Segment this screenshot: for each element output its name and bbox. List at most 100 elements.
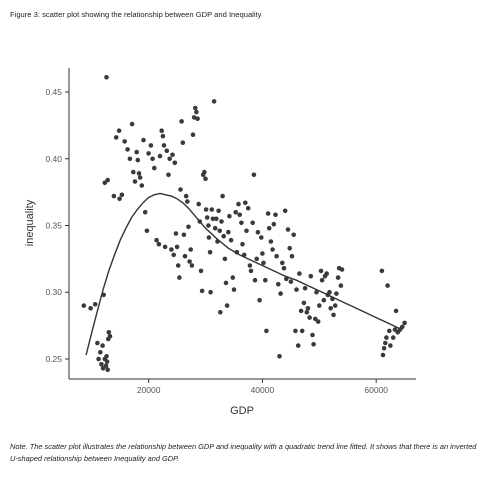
data-point xyxy=(387,328,392,334)
data-point xyxy=(302,285,308,291)
data-point xyxy=(111,193,117,199)
data-point xyxy=(231,287,237,292)
data-point xyxy=(338,283,344,288)
data-point xyxy=(280,260,285,266)
data-point xyxy=(291,232,297,238)
data-point xyxy=(223,280,229,286)
points-layer xyxy=(81,75,407,373)
data-point xyxy=(319,277,325,283)
data-point xyxy=(310,332,315,338)
data-point xyxy=(261,260,266,266)
data-point xyxy=(289,253,295,259)
data-point xyxy=(276,281,281,287)
data-point xyxy=(402,320,407,326)
data-point xyxy=(251,172,257,178)
data-point xyxy=(210,216,216,222)
data-point xyxy=(339,267,345,272)
data-point xyxy=(150,156,155,162)
data-point xyxy=(214,216,219,222)
data-point xyxy=(206,223,211,228)
data-point xyxy=(127,156,133,162)
data-point xyxy=(301,300,307,306)
data-point xyxy=(255,229,261,235)
data-point xyxy=(194,109,199,115)
data-point xyxy=(134,149,139,155)
data-point xyxy=(281,265,287,271)
data-point xyxy=(172,160,178,166)
data-point xyxy=(321,297,327,303)
data-point xyxy=(379,268,385,274)
data-point xyxy=(271,221,277,227)
data-point xyxy=(219,219,224,224)
data-point xyxy=(287,245,293,251)
data-point xyxy=(185,199,190,204)
data-point xyxy=(105,367,110,373)
data-point xyxy=(221,233,226,239)
data-point xyxy=(257,297,262,303)
data-point xyxy=(122,139,127,144)
data-point xyxy=(252,277,258,283)
y-axis-title: inequality xyxy=(24,199,36,246)
data-point xyxy=(135,157,141,163)
x-tick-label: 60000 xyxy=(364,385,388,395)
data-point xyxy=(259,235,264,240)
data-point xyxy=(181,232,187,238)
data-point xyxy=(307,315,312,320)
data-point xyxy=(294,287,299,292)
data-point xyxy=(196,201,201,207)
data-point xyxy=(96,356,101,362)
data-point xyxy=(331,312,336,318)
data-point xyxy=(117,196,122,202)
data-point xyxy=(247,263,253,268)
data-point xyxy=(206,235,212,240)
data-point xyxy=(240,241,245,247)
data-point xyxy=(187,259,192,264)
data-point xyxy=(332,303,338,308)
data-point xyxy=(204,215,210,220)
data-point xyxy=(98,350,103,355)
data-point xyxy=(226,229,231,235)
data-point xyxy=(139,183,145,188)
data-point xyxy=(264,328,269,334)
data-point xyxy=(400,324,405,330)
data-point xyxy=(263,277,268,283)
data-point xyxy=(161,143,167,148)
data-point xyxy=(131,169,136,175)
data-point xyxy=(183,193,189,199)
data-point xyxy=(254,256,259,262)
data-point xyxy=(171,252,176,258)
data-point xyxy=(152,165,157,171)
data-point xyxy=(383,340,388,346)
data-point xyxy=(211,99,217,104)
data-point xyxy=(107,334,113,339)
data-point xyxy=(157,153,163,159)
data-point xyxy=(142,209,148,215)
data-point xyxy=(393,308,399,314)
data-point xyxy=(248,268,254,274)
data-point xyxy=(146,151,151,156)
data-point xyxy=(315,319,321,324)
data-point xyxy=(335,275,341,280)
x-tick-label: 40000 xyxy=(251,385,275,395)
data-point xyxy=(103,363,109,369)
data-point xyxy=(298,308,304,314)
data-point xyxy=(311,342,316,347)
data-point xyxy=(175,263,181,268)
data-point xyxy=(324,271,330,276)
data-point xyxy=(95,340,100,346)
data-point xyxy=(92,302,98,307)
data-point xyxy=(180,140,186,145)
data-point xyxy=(217,228,222,234)
data-point xyxy=(104,354,109,359)
data-point xyxy=(162,244,168,250)
ticks-layer: 20000 40000 60000 0.25 0.30 0.35 0.40 0.45 xyxy=(45,87,388,395)
data-point xyxy=(260,251,265,256)
data-point xyxy=(188,247,193,252)
data-point xyxy=(190,132,196,137)
data-point xyxy=(380,352,386,358)
data-point xyxy=(208,289,213,295)
data-point xyxy=(166,172,171,178)
data-point xyxy=(116,128,122,133)
data-point xyxy=(137,175,143,180)
data-point xyxy=(113,135,119,140)
